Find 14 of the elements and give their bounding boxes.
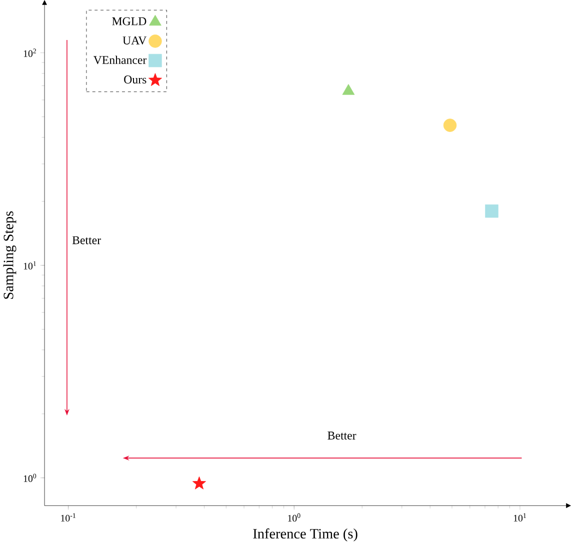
y-tick-label: 10$^{1}$ bbox=[24, 261, 36, 270]
x-tick-label: 10$^{-1}$ bbox=[61, 513, 76, 522]
x-tick-label: 10$^{1}$ bbox=[514, 513, 526, 522]
x-axis-title: Inference Time (s) bbox=[253, 528, 358, 542]
annotation: Better bbox=[72, 236, 101, 244]
legend-label: UAV bbox=[122, 36, 147, 45]
legend-label: Ours bbox=[124, 76, 146, 84]
annotation: Better bbox=[328, 432, 356, 440]
legend-label: MGLD bbox=[112, 17, 146, 26]
y-tick-label: 10$^{2}$ bbox=[24, 48, 36, 58]
y-tick-label: 10$^{0}$ bbox=[24, 474, 36, 482]
x-tick-label: 10$^{0}$ bbox=[288, 513, 300, 522]
y-axis-title: Sampling Steps bbox=[3, 212, 16, 299]
legend-label: VEnhancer bbox=[94, 56, 147, 64]
